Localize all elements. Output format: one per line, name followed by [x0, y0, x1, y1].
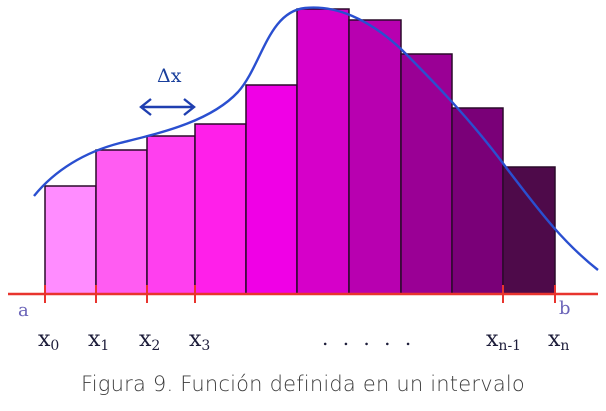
tick-labels: x0 x1 x2 x3 . . . . . xn-1 xn	[38, 326, 569, 354]
endpoint-b: b	[559, 298, 571, 319]
tick-label-x0: x0	[38, 327, 59, 354]
riemann-sum-figure: Δx a b x0 x1 x2 x3 . . . . . xn-1 xn	[8, 6, 599, 354]
tick-label-xn: xn	[548, 327, 569, 354]
rectangle-3	[146, 135, 196, 295]
tick-label-x2: x2	[139, 327, 160, 354]
tick-label-x3: x3	[189, 327, 210, 354]
rectangle-2	[95, 149, 148, 295]
rectangle-10	[502, 166, 556, 295]
delta-x-arrow	[139, 98, 196, 116]
rectangle-7	[348, 19, 402, 295]
axis-ticks	[44, 285, 556, 303]
tick-label-xn-1: xn-1	[486, 327, 521, 354]
rectangle-1	[44, 185, 97, 295]
tick-label-x1: x1	[88, 327, 109, 354]
endpoint-a: a	[18, 300, 29, 321]
ellipsis: . . . . .	[322, 326, 415, 350]
rectangle-4	[194, 123, 247, 295]
rectangle-9	[451, 107, 504, 295]
figure-caption: Figura 9. Función definida en un interva…	[81, 372, 525, 396]
rectangle-6	[296, 8, 350, 295]
delta-x-label: Δx	[157, 65, 182, 87]
rectangle-8	[400, 53, 453, 295]
riemann-rectangles	[44, 8, 556, 295]
function-curve	[33, 6, 599, 271]
rectangle-5	[245, 84, 298, 295]
